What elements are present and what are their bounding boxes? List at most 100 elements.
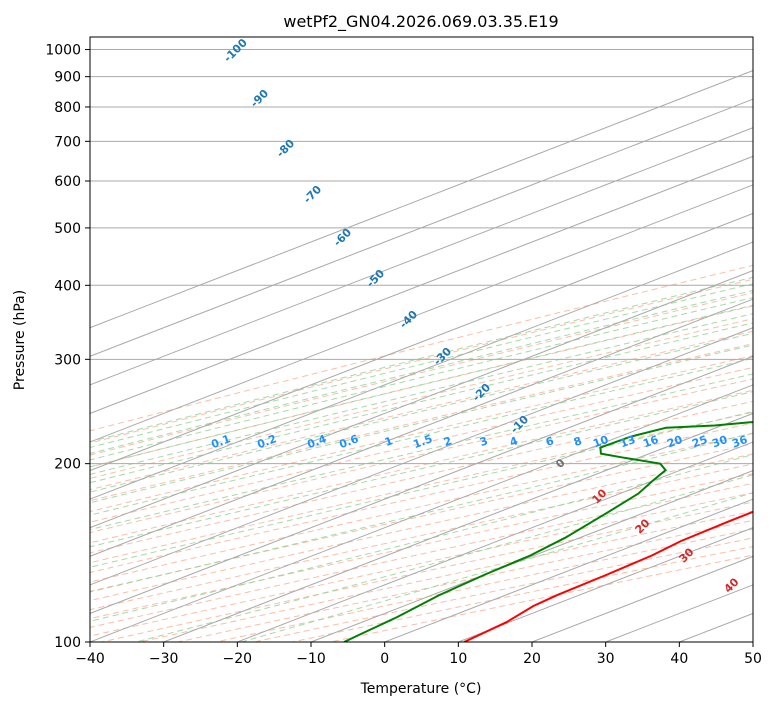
contour-labels: -100-90-80-70-60-50-40-30-20-100.1 0.2 0.4… — [209, 36, 749, 596]
dry-adiabat-label: -40 — [397, 308, 420, 331]
y-tick-label: 100 — [54, 635, 81, 651]
dry-adiabat-line — [90, 264, 753, 432]
plot-frame — [89, 36, 754, 643]
x-axis-ticks: −40 −30 −20 −10 0 10 20 30 40 50 — [75, 642, 762, 667]
x-tick-label: 30 — [597, 651, 615, 667]
isotherm-line — [384, 498, 753, 642]
isotherm-line — [310, 470, 753, 642]
mixing-ratio-label: 16 — [641, 433, 660, 451]
profile-series — [343, 420, 753, 642]
y-tick-label: 900 — [54, 70, 81, 86]
isotherm-line — [752, 641, 753, 642]
moist-adiabat-line — [90, 313, 753, 475]
moist-adiabat-line — [90, 391, 753, 548]
y-axis-label: Pressure (hPa) — [12, 290, 28, 390]
moist-adiabat-line — [90, 357, 753, 516]
dry-adiabat-label: -20 — [470, 381, 493, 404]
dry-adiabat-label: -80 — [274, 137, 297, 160]
mixing-ratio-label: 0.4 — [305, 432, 328, 451]
mixing-ratio-label: 6 — [544, 434, 556, 449]
mixing-ratio-label: 10 — [591, 433, 610, 451]
isotherm-line — [458, 527, 753, 642]
dry-adiabat-line — [90, 330, 753, 491]
mixing-ratio-label: 13 — [618, 433, 637, 450]
isobar-gridlines — [90, 49, 753, 642]
dry-adiabat-line — [292, 546, 753, 642]
isotherm-line — [90, 327, 753, 586]
y-tick-label: 300 — [54, 352, 81, 368]
dry-adiabat-label: -100 — [221, 36, 250, 65]
dry-adiabat-line — [90, 278, 753, 444]
y-tick-label: 500 — [54, 221, 81, 237]
dry-adiabat-label: -50 — [364, 267, 387, 290]
isotherm-line — [90, 127, 753, 386]
mixing-ratio-label: 25 — [690, 433, 709, 450]
y-tick-label: 800 — [54, 100, 81, 116]
isotherm-line — [90, 270, 753, 529]
dry-adiabat-line — [90, 292, 753, 456]
temperature-profile-line — [463, 510, 753, 642]
x-tick-label: −10 — [296, 651, 326, 667]
dry-adiabat-line — [254, 537, 753, 642]
x-tick-label: −40 — [75, 651, 105, 667]
moist-adiabat-label: 20 — [633, 516, 653, 536]
y-tick-label: 400 — [54, 278, 81, 294]
isotherm-line — [90, 212, 753, 472]
mixing-ratio-label: 20 — [665, 433, 684, 451]
moist-adiabat-label: 40 — [722, 575, 742, 595]
dewpoint-profile-line — [343, 420, 753, 642]
dry-adiabat-label: -10 — [508, 413, 531, 436]
dry-adiabat-line — [90, 355, 753, 513]
mixing-ratio-label: 8 — [572, 434, 584, 449]
moist-adiabat-label: 10 — [590, 486, 610, 506]
dry-adiabat-label: -70 — [301, 183, 324, 206]
isotherm-line — [90, 241, 753, 500]
isotherm-line — [90, 155, 753, 414]
x-axis-label: Temperature (°C) — [360, 681, 482, 697]
moist-adiabat-line — [241, 492, 753, 642]
isotherm-line — [531, 555, 753, 642]
dry-adiabat-label: -30 — [431, 345, 454, 368]
dry-adiabat-line — [101, 501, 753, 642]
plot-area: -100-90-80-70-60-50-40-30-20-100.1 0.2 0.4… — [90, 36, 753, 642]
y-tick-label: 1000 — [45, 43, 81, 59]
mixing-ratio-label: 1.5 — [411, 432, 434, 451]
mixing-ratio-label: 0.2 — [255, 432, 278, 451]
mixing-ratio-label: 30 — [710, 433, 729, 451]
isotherm-line — [237, 441, 753, 642]
dry-adiabat-line — [90, 492, 753, 637]
isotherm-line — [90, 184, 753, 443]
x-tick-label: −30 — [149, 651, 179, 667]
mixing-ratio-label: 1 — [383, 434, 395, 449]
isotherms — [90, 70, 753, 642]
moist-adiabat-line — [90, 283, 753, 448]
y-tick-label: 200 — [54, 457, 81, 473]
x-tick-label: −20 — [223, 651, 253, 667]
isotherm-line — [90, 98, 753, 357]
mixing-ratio-label: 3 — [478, 434, 490, 449]
moist-adiabat-label: 30 — [677, 545, 697, 565]
x-tick-label: 0 — [380, 651, 389, 667]
mixing-ratio-label: 0.6 — [337, 432, 360, 451]
isotherm-line — [90, 384, 753, 642]
mixing-ratio-label: 2 — [442, 434, 454, 449]
y-axis-ticks: 100 200 300 400 500 600 700 800 900 1000 — [45, 43, 90, 651]
chart-title: wetPf2_GN04.2026.069.03.35.E19 — [283, 12, 558, 32]
x-tick-label: 40 — [670, 651, 688, 667]
isotherm-line — [90, 355, 753, 614]
y-tick-label: 600 — [54, 174, 81, 190]
mixing-ratio-label: 36 — [730, 433, 749, 451]
y-tick-label: 700 — [54, 134, 81, 150]
mixing-ratio-label: 0.1 — [209, 432, 232, 451]
x-tick-label: 20 — [523, 651, 541, 667]
dry-adiabat-label: -60 — [331, 226, 354, 249]
isotherm-line — [90, 70, 753, 329]
x-tick-label: 50 — [744, 651, 762, 667]
dry-adiabat-line — [90, 366, 753, 523]
mixing-ratio-label: 4 — [508, 434, 520, 449]
dry-adiabat-line — [90, 305, 753, 468]
isotherm-line — [90, 298, 753, 557]
isotherm-line — [163, 412, 753, 642]
x-tick-label: 10 — [449, 651, 467, 667]
